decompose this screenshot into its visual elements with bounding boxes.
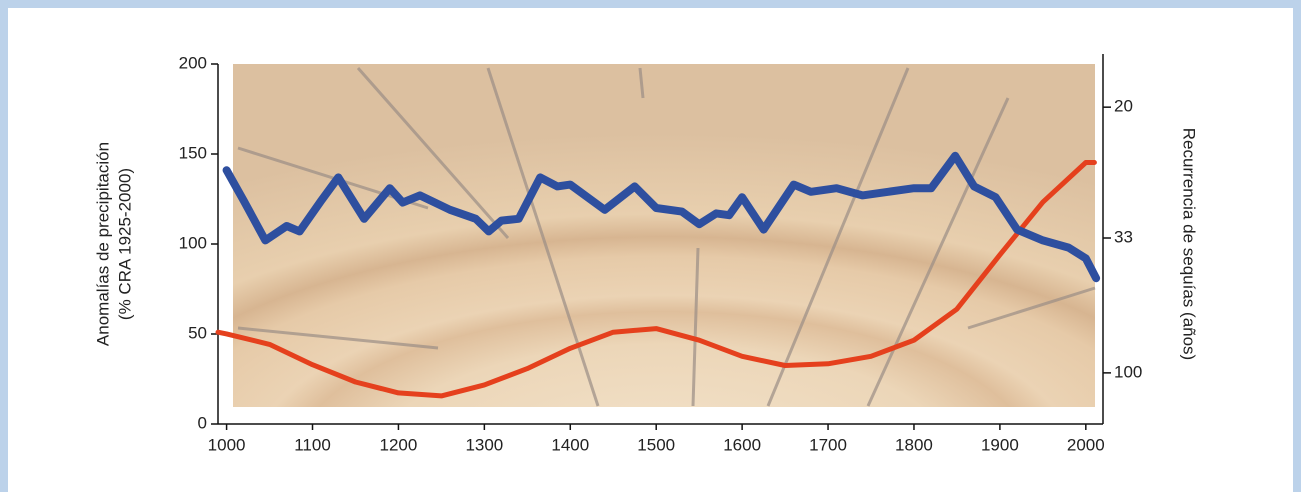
- x-tick-label: 1200: [380, 435, 418, 454]
- x-tick-label: 1100: [294, 435, 331, 454]
- y2-axis-label: Recurrencia de sequías (años): [1180, 128, 1199, 360]
- y-tick-label: 50: [188, 323, 207, 342]
- frame: 0 50 100 150 200 20 33 100 1000 1100 1200 1300 1400 1…: [8, 8, 1293, 492]
- x-tick-label: 2000: [1067, 435, 1105, 454]
- y-tick-label: 150: [179, 143, 207, 162]
- x-tick-label: 1500: [637, 435, 675, 454]
- x-tick-label: 1300: [465, 435, 503, 454]
- x-tick-label: 1600: [723, 435, 761, 454]
- data-line: [215, 160, 1097, 399]
- wood-background: [233, 64, 1096, 407]
- x-tick-label: 1900: [981, 435, 1019, 454]
- chart: 0 50 100 150 200 20 33 100 1000 1100 1200 1300 1400 1…: [93, 53, 1199, 454]
- data-line: [222, 151, 1101, 283]
- y2-tick-label: 100: [1114, 362, 1142, 381]
- x-tick-label: 1800: [895, 435, 933, 454]
- y-tick-label: 0: [198, 413, 207, 432]
- y2-tick-label: 33: [1114, 227, 1133, 246]
- x-tick-label: 1700: [809, 435, 847, 454]
- y-tick-label: 100: [179, 233, 207, 252]
- x-tick-label: 1000: [208, 435, 246, 454]
- y-tick-label: 200: [179, 53, 207, 72]
- y-axis-label: (% CRA 1925-2000): [115, 168, 134, 320]
- y-axis-label: Anomalías de precipitación: [93, 142, 112, 346]
- x-tick-label: 1400: [551, 435, 589, 454]
- y2-tick-label: 20: [1114, 97, 1133, 116]
